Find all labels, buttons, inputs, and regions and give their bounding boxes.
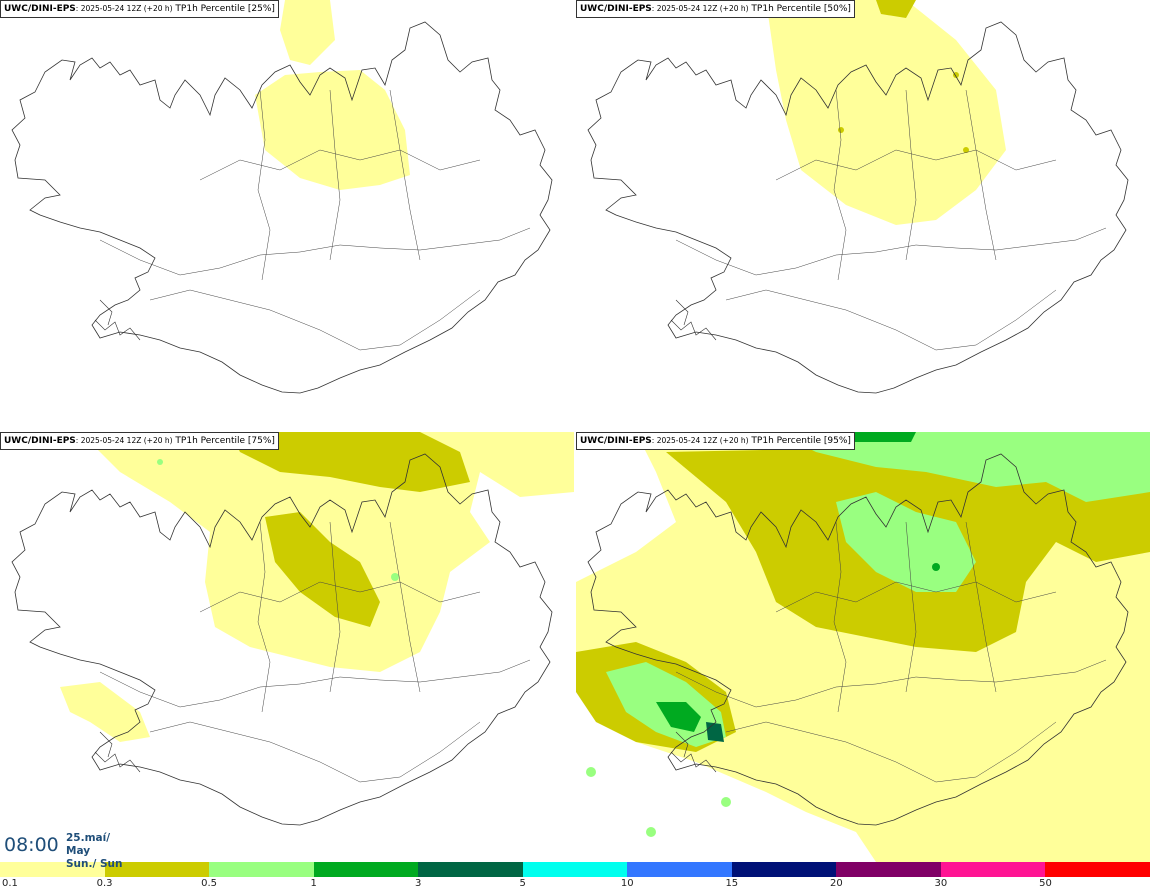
color-legend: 0.1 0.3 0.5 1 3 5 10 15 20 30 50	[0, 862, 1150, 891]
legend-label: 50	[1039, 878, 1052, 889]
panel-title: UWC/DINI-EPS: 2025-05-24 12Z (+20 h) TP1…	[576, 0, 855, 18]
date-line-2: Sun./ Sun	[66, 858, 123, 870]
legend-label: 5	[519, 878, 526, 889]
legend-swatch	[627, 862, 732, 877]
legend-label: 0.1	[2, 878, 18, 889]
legend-label: 10	[620, 878, 634, 889]
map-panel-95: UWC/DINI-EPS: 2025-05-24 12Z (+20 h) TP1…	[576, 432, 1150, 862]
legend-label: 1	[310, 878, 317, 889]
legend-swatch	[0, 862, 105, 877]
legend-swatch	[836, 862, 941, 877]
legend-swatch	[313, 862, 419, 877]
legend-label: 0.5	[201, 878, 218, 889]
precip-field	[766, 0, 1006, 225]
precip-field	[60, 432, 574, 742]
valid-time: 08:00	[4, 834, 59, 856]
legend-label: 3	[414, 878, 422, 889]
date-line-1: 25.maí/ May	[66, 832, 111, 857]
panel-title: UWC/DINI-EPS: 2025-05-24 12Z (+20 h) TP1…	[0, 432, 279, 450]
map-panel-50: UWC/DINI-EPS: 2025-05-24 12Z (+20 h) TP1…	[576, 0, 1150, 430]
legend-swatches	[0, 862, 1150, 877]
legend-swatch	[209, 862, 314, 877]
legend-swatch	[940, 862, 1046, 877]
legend-label: 30	[934, 878, 948, 889]
precip-map	[11, 0, 553, 394]
precip-map	[11, 432, 574, 826]
panel-title: UWC/DINI-EPS: 2025-05-24 12Z (+20 h) TP1…	[0, 0, 279, 18]
legend-swatch	[418, 862, 523, 877]
legend-swatch	[1045, 862, 1150, 877]
precip-field	[576, 432, 1150, 862]
legend-swatch	[731, 862, 837, 877]
precip-field	[255, 0, 410, 190]
legend-label: 0.3	[96, 878, 113, 889]
legend-swatch	[522, 862, 628, 877]
valid-date: 25.maí/ May Sun./ Sun	[66, 832, 130, 871]
legend-label: 15	[725, 878, 739, 889]
legend-swatch	[104, 862, 210, 877]
panel-title: UWC/DINI-EPS: 2025-05-24 12Z (+20 h) TP1…	[576, 432, 855, 450]
precip-map	[587, 0, 1129, 394]
precip-map	[576, 432, 1150, 862]
valid-time-box: 08:00 25.maí/ May Sun./ Sun	[0, 828, 130, 870]
map-panel-25: UWC/DINI-EPS: 2025-05-24 12Z (+20 h) TP1…	[0, 0, 574, 430]
legend-label: 20	[829, 878, 843, 889]
map-panel-75: UWC/DINI-EPS: 2025-05-24 12Z (+20 h) TP1…	[0, 432, 574, 862]
